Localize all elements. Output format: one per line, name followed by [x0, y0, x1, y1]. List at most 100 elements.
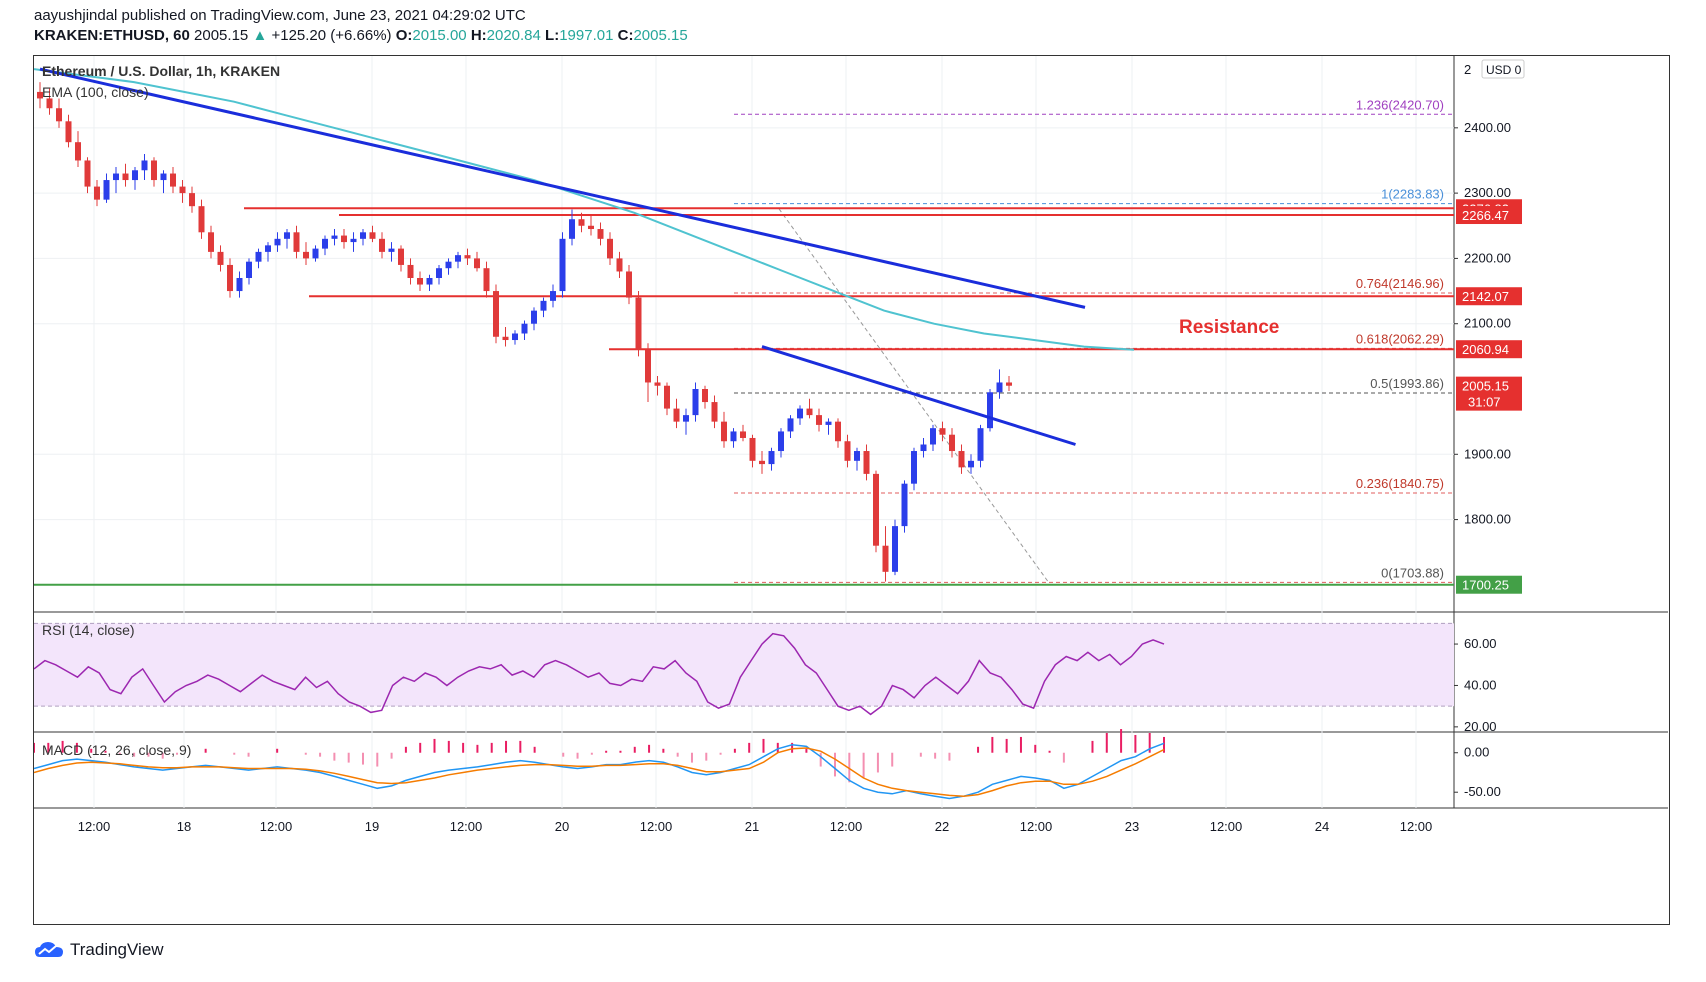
candle-body [350, 238, 357, 243]
last-price: 2005.15 [194, 27, 249, 44]
tradingview-logo[interactable]: TradingView [34, 940, 164, 960]
candle-body [445, 261, 452, 269]
candle-body [901, 483, 908, 527]
time-tick-label: 21 [745, 819, 759, 834]
candle-body [417, 278, 423, 285]
candle-body [436, 268, 442, 278]
fib-level-label: 0.618(2062.29) [1356, 331, 1444, 346]
fib-level-label: 0.5(1993.86) [1370, 376, 1444, 391]
open-value: 2015.00 [412, 27, 467, 44]
candle-body [806, 408, 813, 416]
time-tick-label: 12:00 [260, 819, 293, 834]
candle-body [749, 437, 756, 461]
candle-body [217, 251, 224, 265]
ema-100-line [34, 68, 1135, 351]
macd-tick-label: -50.00 [1464, 784, 1501, 799]
price-tick-label: 1800.00 [1464, 512, 1511, 527]
candle-body [683, 415, 689, 422]
candle-body [550, 291, 556, 301]
candle-body [151, 160, 157, 181]
currency-label: USD 0 [1486, 63, 1522, 77]
candle-body [464, 255, 471, 259]
macd-tick-label: 0.00 [1464, 745, 1489, 760]
candle-body [179, 186, 186, 194]
candle-body [540, 300, 547, 311]
fib-level-label: 0(1703.88) [1381, 565, 1444, 580]
candle-body [369, 232, 376, 239]
price-tick-label: 2200.00 [1464, 250, 1511, 265]
candle-body [265, 245, 271, 252]
fib-diagonal [778, 208, 1050, 584]
candle-body [692, 389, 699, 416]
time-tick-label: 22 [935, 819, 949, 834]
price-tick-label: 2100.00 [1464, 316, 1511, 331]
candle-body [645, 349, 651, 383]
up-arrow-icon: ▲ [252, 27, 268, 44]
candle-body [635, 297, 642, 350]
brand-name: TradingView [70, 940, 164, 959]
candle-body [892, 526, 898, 572]
macd-signal-line [34, 747, 1165, 797]
candle-body [559, 238, 566, 292]
candle-body [198, 206, 205, 233]
candle-body [132, 170, 138, 181]
low-label: L: [545, 27, 560, 44]
time-tick-label: 12:00 [640, 819, 673, 834]
price-label-text: 2142.07 [1462, 289, 1509, 304]
candle-body [569, 219, 575, 239]
candle-body [274, 238, 281, 246]
currency-badge [1481, 59, 1525, 79]
candle-body [284, 232, 290, 239]
fib-level-label: 1.236(2420.70) [1356, 97, 1444, 112]
chart-frame[interactable]: 12:00 18 12:00 19 12:00 20 12:00 21 12:00 22 12:00… [33, 55, 1670, 925]
ohlc-line: KRAKEN:ETHUSD, 60 2005.15 ▲ +125.20 (+6.… [34, 26, 688, 46]
candle-body [616, 258, 623, 272]
candle-body [398, 248, 404, 265]
price-label-box [1456, 376, 1522, 411]
candle-body [426, 278, 433, 285]
candle-body [597, 229, 604, 239]
candle-body [113, 173, 119, 181]
candle-body [996, 382, 1003, 393]
candle-body [825, 421, 832, 425]
candle-body [930, 428, 936, 445]
chart-canvas[interactable]: 12:00 18 12:00 19 12:00 20 12:00 21 12:00 22 12:00… [34, 56, 1668, 923]
candle-body [740, 431, 746, 438]
candle-body [844, 441, 851, 461]
price-label-text: 2060.94 [1462, 342, 1509, 357]
high-value: 2020.84 [486, 27, 541, 44]
candle-body [407, 264, 414, 278]
time-tick-label: 24 [1315, 819, 1329, 834]
candle-body [141, 160, 148, 171]
rsi-pane-title: RSI (14, close) [42, 622, 135, 638]
candle-body [1006, 382, 1012, 386]
low-value: 1997.01 [559, 27, 614, 44]
candle-body [702, 389, 708, 403]
candle-body [255, 251, 262, 262]
candle-body [312, 248, 319, 259]
fib-level-label: 1(2283.83) [1381, 187, 1444, 202]
time-tick-label: 12:00 [450, 819, 483, 834]
price-tick-label: 2300.00 [1464, 185, 1511, 200]
candle-body [189, 193, 195, 207]
chart-header: aayushjindal published on TradingView.co… [34, 6, 688, 46]
candle-body [768, 451, 775, 465]
candle-body [331, 235, 338, 239]
rsi-tick-label: 40.00 [1464, 677, 1497, 692]
price-tick-label: 1900.00 [1464, 446, 1511, 461]
candle-body [578, 219, 585, 226]
fib-level-label: 0.764(2146.96) [1356, 276, 1444, 291]
main-pane-title: Ethereum / U.S. Dollar, 1h, KRAKEN [42, 63, 280, 79]
price-label-box [1456, 206, 1522, 225]
candle-body [227, 264, 233, 292]
price-label-box [1456, 287, 1522, 306]
candle-body [759, 460, 765, 465]
time-tick-label: 12:00 [78, 819, 111, 834]
candle-body [122, 173, 129, 181]
time-tick-label: 23 [1125, 819, 1139, 834]
candle-body [388, 248, 395, 252]
candle-body [711, 402, 718, 422]
time-tick-label: 12:00 [1210, 819, 1243, 834]
candle-body [607, 238, 613, 259]
candle-body [84, 160, 91, 187]
